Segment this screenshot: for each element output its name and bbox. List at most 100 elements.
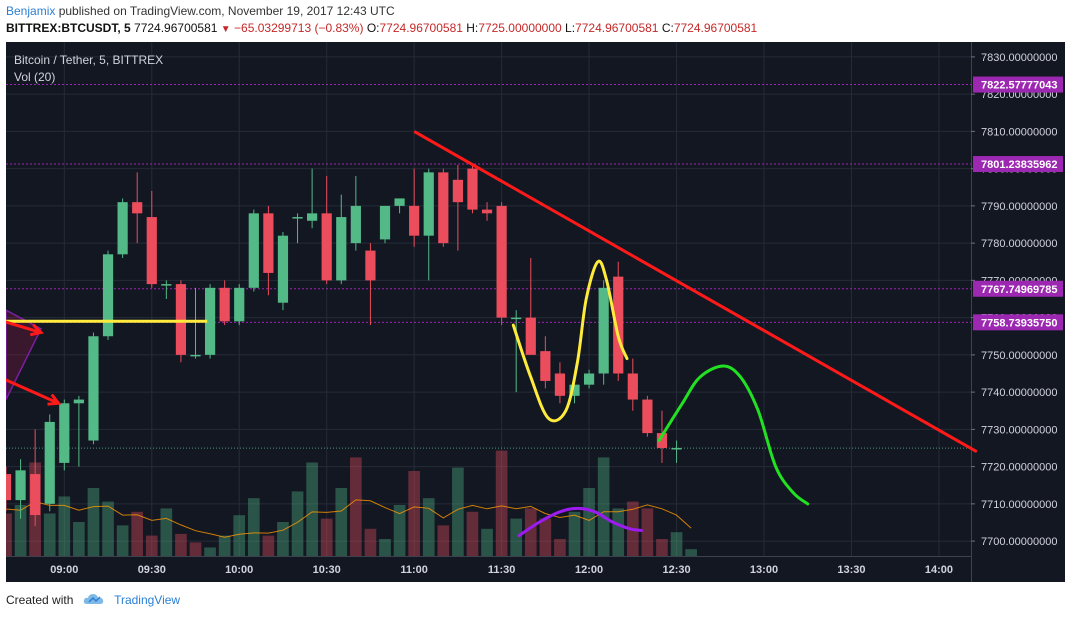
volume-bar: [495, 450, 508, 556]
tradingview-link[interactable]: TradingView: [114, 593, 181, 607]
volume-bar: [116, 525, 129, 556]
open-label: O:: [366, 21, 380, 35]
x-tick-label: 13:30: [837, 564, 865, 576]
x-tick-label: 11:00: [400, 564, 428, 576]
candle-body: [321, 213, 332, 281]
created-with-text: Created with: [6, 593, 74, 607]
x-tick-label: 10:00: [225, 564, 253, 576]
y-tick-label: 7780.00000000: [981, 238, 1057, 250]
yellow-wave-drawing: [511, 259, 629, 423]
drawn-triangle: [6, 309, 42, 400]
volume-bar: [656, 539, 668, 556]
price-axis-background: [971, 42, 1065, 582]
y-tick-label: 7790.00000000: [981, 201, 1057, 213]
candle-body: [161, 284, 172, 286]
candle-body: [292, 217, 303, 219]
price-tag: [973, 280, 1063, 297]
volume-bar: [247, 498, 260, 556]
candle-body: [613, 276, 624, 374]
volume-bar: [554, 539, 566, 556]
footer: Created with TradingView: [6, 593, 180, 608]
candle-body: [409, 205, 420, 236]
volume-bar: [73, 522, 85, 556]
plot-background: [6, 42, 971, 556]
price-change: −65.03299713 (−0.83%): [234, 21, 364, 35]
price-tag-label: 7822.57777043: [981, 80, 1057, 92]
x-tick-label: 11:30: [488, 564, 516, 576]
candle-body: [627, 373, 638, 400]
candle-body: [204, 287, 216, 355]
price-tag-label: 7767.74969785: [981, 284, 1057, 296]
y-tick-label: 7830.00000000: [981, 52, 1057, 64]
candle-body: [30, 474, 41, 516]
candle-body: [277, 235, 289, 303]
volume-bar: [583, 488, 595, 556]
x-tick-label: 09:30: [138, 564, 166, 576]
candle-body: [671, 447, 682, 450]
volume-bar: [43, 513, 56, 556]
y-tick-label: 7750.00000000: [981, 350, 1057, 362]
red-arrow-shaft: [6, 320, 42, 334]
volume-bar: [160, 508, 173, 556]
candle-body: [496, 205, 507, 318]
author-link[interactable]: Benjamix: [6, 4, 56, 18]
volume-bar: [218, 535, 231, 556]
volume-bar: [539, 518, 552, 556]
volume-bar: [612, 508, 625, 556]
candle-body: [219, 287, 230, 322]
volume-bar: [102, 501, 114, 556]
x-tick-label: 12:30: [662, 564, 690, 576]
volume-bar: [131, 511, 144, 556]
candle-body: [452, 179, 463, 203]
volume-bar: [364, 528, 377, 556]
candle-body: [15, 470, 26, 501]
candle-body: [554, 373, 566, 396]
candle-body: [656, 433, 668, 448]
volume-bar: [393, 505, 406, 556]
price-tag: [973, 156, 1063, 173]
volume-bar: [14, 505, 27, 556]
candle-body: [423, 172, 434, 236]
tradingview-cloud-icon[interactable]: [83, 593, 105, 608]
low-value: 7724.96700581: [575, 21, 659, 35]
candle-body: [117, 202, 128, 255]
volume-bar: [437, 525, 450, 556]
candle-body: [146, 217, 157, 285]
candle-body: [263, 213, 274, 273]
volume-bar: [670, 532, 683, 556]
candle-body: [525, 317, 536, 355]
symbol-label: BITTREX:BTCUSDT, 5: [6, 21, 131, 35]
volume-bar: [58, 496, 71, 556]
candle-body: [307, 213, 318, 221]
publish-info: Benjamix published on TradingView.com, N…: [6, 4, 395, 18]
volume-bar: [262, 535, 275, 556]
candle-body: [88, 336, 99, 441]
red-arrow-head: [29, 323, 44, 337]
candle-body: [190, 354, 201, 357]
volume-bar: [320, 518, 333, 556]
candle-body: [44, 421, 55, 504]
candle-body: [569, 384, 580, 396]
volume-bar: [277, 522, 289, 556]
volume-bar: [422, 498, 435, 556]
price-chart[interactable]: 7700.00000000 7710.00000000 7720.00000000 7…: [6, 42, 1065, 582]
y-tick-label: 7740.00000000: [981, 387, 1057, 399]
high-label: H:: [466, 21, 479, 35]
volume-bar: [291, 491, 304, 556]
candle-body: [365, 250, 376, 281]
volume-bar: [6, 513, 12, 556]
red-trendline: [413, 130, 978, 454]
price-tag: [973, 314, 1063, 331]
price-tag: [973, 76, 1063, 93]
down-triangle-icon: ▼: [220, 24, 231, 35]
legend-title: Bitcoin / Tether, 5, BITTREX: [14, 53, 163, 67]
y-tick-label: 7730.00000000: [981, 424, 1057, 436]
candle-body: [379, 205, 391, 240]
candle-body: [234, 287, 245, 322]
x-tick-label: 09:00: [50, 564, 78, 576]
volume-bar: [189, 542, 202, 556]
ohlc-bar: BITTREX:BTCUSDT, 5 7724.96700581 ▼ −65.0…: [6, 21, 757, 35]
close-label: C:: [661, 21, 674, 35]
y-tick-label: 7710.00000000: [981, 499, 1057, 511]
red-arrow-head: [47, 393, 62, 406]
